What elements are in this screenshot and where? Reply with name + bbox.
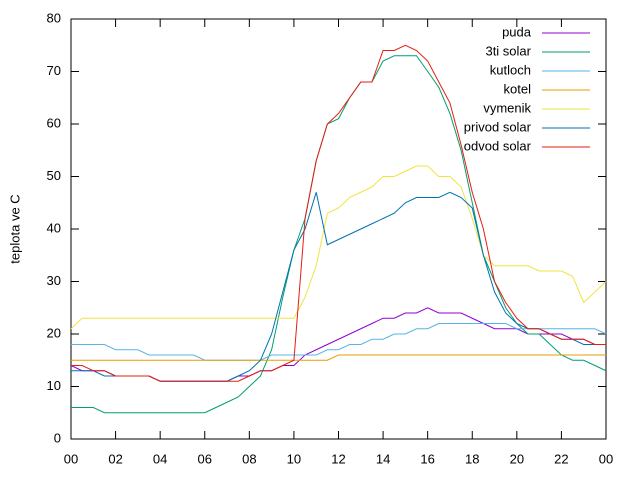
series-line xyxy=(71,354,606,361)
x-tick-label: 04 xyxy=(153,451,167,466)
x-tick-label: 12 xyxy=(331,451,345,466)
y-tick-label: 20 xyxy=(47,325,61,340)
series-line xyxy=(71,323,607,361)
x-tick-label: 08 xyxy=(242,451,256,466)
y-tick-label: 70 xyxy=(47,63,61,78)
legend-label: puda xyxy=(502,24,532,39)
y-tick-label: 0 xyxy=(54,430,61,445)
x-tick-label: 20 xyxy=(510,451,524,466)
x-tick-label: 14 xyxy=(376,451,390,466)
y-tick-label: 10 xyxy=(47,378,61,393)
legend-label: kutloch xyxy=(490,62,531,77)
series-line xyxy=(71,44,606,382)
x-tick-label: 00 xyxy=(599,451,613,466)
y-tick-label: 40 xyxy=(47,220,61,235)
legend-label: privod solar xyxy=(464,119,532,134)
y-tick-label: 30 xyxy=(47,273,61,288)
x-tick-label: 06 xyxy=(198,451,212,466)
y-axis-label: teplota ve C xyxy=(7,194,22,263)
x-tick-label: 18 xyxy=(465,451,479,466)
y-tick-label: 50 xyxy=(47,168,61,183)
x-tick-label: 16 xyxy=(420,451,434,466)
legend-label: 3ti solar xyxy=(485,43,531,58)
series-line xyxy=(70,165,607,330)
x-tick-label: 22 xyxy=(554,451,568,466)
y-tick-label: 80 xyxy=(47,10,61,25)
legend-label: kotel xyxy=(504,81,532,96)
y-tick-label: 60 xyxy=(47,115,61,130)
legend-label: vymenik xyxy=(483,100,531,115)
x-tick-label: 02 xyxy=(108,451,122,466)
x-tick-label: 00 xyxy=(64,451,78,466)
legend-label: odvod solar xyxy=(464,138,532,153)
x-tick-label: 10 xyxy=(287,451,301,466)
